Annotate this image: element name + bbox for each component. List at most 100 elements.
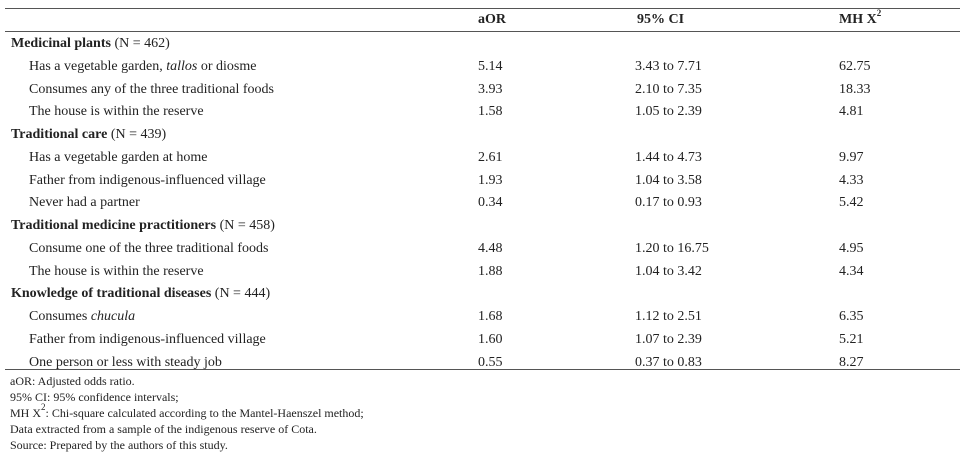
header-rule <box>5 31 960 32</box>
row-label: Consume one of the three traditional foo… <box>29 238 269 261</box>
note-ci: 95% CI: 95% confidence intervals; <box>10 390 179 404</box>
row-label-italic: chucula <box>90 309 136 324</box>
cell-mh: 5.21 <box>839 331 864 347</box>
header-mh-sup: 2 <box>876 8 882 18</box>
cell-mh: 4.34 <box>839 263 864 279</box>
table-row: Has a vegetable garden at home 2.61 1.44 t… <box>5 147 960 170</box>
cell-aor: 1.88 <box>478 263 503 279</box>
table-row: Consume one of the three traditional foo… <box>5 238 960 261</box>
note-source: Source: Prepared by the authors of this … <box>10 438 228 452</box>
cell-aor: 5.14 <box>478 58 503 74</box>
row-label: Has a vegetable garden, tallos or diosme <box>29 56 256 79</box>
row-label-text: One person or less with steady job <box>29 354 222 370</box>
note-aor: aOR: Adjusted odds ratio. <box>10 374 135 388</box>
group-label: Medicinal plants (N = 462) <box>11 33 170 56</box>
row-label-text: The house is within the reserve <box>29 104 204 120</box>
cell-mh: 4.81 <box>839 104 864 120</box>
cell-mh: 6.35 <box>839 309 864 324</box>
cell-ci: 1.04 to 3.42 <box>635 263 702 279</box>
row-label-text: Father from indigenous-influenced villag… <box>29 172 266 188</box>
group-label: Traditional care (N = 439) <box>11 124 166 147</box>
cell-aor: 1.68 <box>478 309 503 324</box>
cell-ci: 2.10 to 7.35 <box>635 81 702 97</box>
row-label-text: Consume one of the three traditional foo… <box>29 240 269 256</box>
group-row: Knowledge of traditional diseases (N = 4… <box>5 283 960 306</box>
cell-aor: 1.60 <box>478 331 503 347</box>
table-body: Medicinal plants (N = 462) Has a vegetabl… <box>5 33 960 374</box>
header-mh-text: MH X <box>839 12 877 27</box>
row-label: Consumes any of the three traditional fo… <box>29 79 274 102</box>
cell-ci: 0.17 to 0.93 <box>635 195 702 211</box>
note-mh-post: : Chi-square calculated according to the… <box>45 406 364 420</box>
header-mh: MH X2 <box>839 8 881 31</box>
group-n: (N = 458) <box>216 218 275 233</box>
group-n: (N = 462) <box>110 36 170 51</box>
row-label: The house is within the reserve <box>29 261 204 284</box>
row-label: Father from indigenous-influenced villag… <box>29 170 266 193</box>
group-n: (N = 439) <box>107 127 167 142</box>
row-label: Has a vegetable garden at home <box>29 147 207 170</box>
group-title: Medicinal plants <box>11 36 111 51</box>
row-label-text: Consumes any of the three traditional fo… <box>29 81 274 97</box>
table-row: Has a vegetable garden, tallos or diosme… <box>5 56 960 79</box>
cell-mh: 4.95 <box>839 240 864 256</box>
cell-ci: 3.43 to 7.71 <box>635 58 702 74</box>
row-label: Father from indigenous-influenced villag… <box>29 329 266 352</box>
cell-ci: 0.37 to 0.83 <box>635 354 702 370</box>
row-label-text-post: or diosme <box>197 58 257 74</box>
cell-aor: 0.55 <box>478 354 503 370</box>
note-mh: MH X2: Chi-square calculated according t… <box>10 402 364 421</box>
cell-ci: 1.05 to 2.39 <box>635 104 702 120</box>
cell-ci: 1.20 to 16.75 <box>635 240 709 256</box>
table-notes: aOR: Adjusted odds ratio. 95% CI: 95% co… <box>10 373 364 453</box>
cell-aor: 1.93 <box>478 172 503 188</box>
table-row: One person or less with steady job 0.55 0.… <box>5 352 960 375</box>
header-aor: aOR <box>478 12 506 27</box>
row-label-text: Father from indigenous-influenced villag… <box>29 331 266 347</box>
row-label: Never had a partner <box>29 192 140 215</box>
row-label: The house is within the reserve <box>29 101 204 124</box>
table-row: Consumes chucula 1.68 1.12 to 2.51 6.35 <box>5 306 960 329</box>
table-row: Never had a partner 0.34 0.17 to 0.93 5.42 <box>5 192 960 215</box>
cell-mh: 8.27 <box>839 354 864 370</box>
cell-mh: 62.75 <box>839 58 871 74</box>
note-data: Data extracted from a sample of the indi… <box>10 422 317 436</box>
group-label: Knowledge of traditional diseases (N = 4… <box>11 283 270 306</box>
group-row: Traditional medicine practitioners (N = … <box>5 215 960 238</box>
top-rule <box>5 8 960 9</box>
row-label-text: Has a vegetable garden, <box>29 58 167 74</box>
group-label: Traditional medicine practitioners (N = … <box>11 215 275 238</box>
row-label-text: Has a vegetable garden at home <box>29 149 208 165</box>
table-row: The house is within the reserve 1.58 1.05 … <box>5 101 960 124</box>
row-label: One person or less with steady job <box>29 352 222 375</box>
cell-mh: 4.33 <box>839 172 864 188</box>
table-row: Father from indigenous-influenced villag… <box>5 170 960 193</box>
cell-aor: 4.48 <box>478 240 503 256</box>
cell-ci: 1.04 to 3.58 <box>635 172 702 188</box>
cell-aor: 2.61 <box>478 149 503 165</box>
row-label-text: The house is within the reserve <box>29 263 204 279</box>
cell-ci: 1.07 to 2.39 <box>635 331 702 347</box>
table-row: Father from indigenous-influenced villag… <box>5 329 960 352</box>
group-row: Traditional care (N = 439) <box>5 124 960 147</box>
header-ci: 95% CI <box>637 12 685 27</box>
cell-mh: 9.97 <box>839 149 864 165</box>
cell-aor: 3.93 <box>478 81 503 97</box>
row-label: Consumes chucula <box>29 306 135 329</box>
group-title: Traditional medicine practitioners <box>11 218 217 233</box>
note-mh-pre: MH X <box>10 406 42 420</box>
cell-aor: 1.58 <box>478 104 503 120</box>
group-row: Medicinal plants (N = 462) <box>5 33 960 56</box>
table-row: The house is within the reserve 1.88 1.04 … <box>5 261 960 284</box>
cell-mh: 18.33 <box>839 81 871 97</box>
cell-ci: 1.12 to 2.51 <box>635 309 702 324</box>
table-row: Consumes any of the three traditional fo… <box>5 79 960 102</box>
group-n: (N = 444) <box>211 286 271 302</box>
note-mh-sup: 2 <box>41 402 46 412</box>
row-label-italic: tallos <box>166 58 198 74</box>
cell-ci: 1.44 to 4.73 <box>635 149 702 165</box>
group-title: Traditional care <box>11 127 108 142</box>
cell-aor: 0.34 <box>478 195 503 211</box>
cell-mh: 5.42 <box>839 195 864 211</box>
bottom-rule <box>5 369 960 370</box>
